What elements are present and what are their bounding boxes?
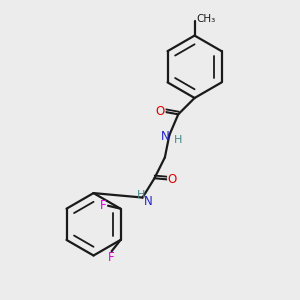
Text: H: H bbox=[173, 135, 182, 145]
Text: O: O bbox=[168, 173, 177, 186]
Text: N: N bbox=[144, 195, 153, 208]
Text: F: F bbox=[108, 251, 115, 264]
Text: CH₃: CH₃ bbox=[196, 14, 215, 24]
Text: F: F bbox=[99, 199, 106, 212]
Text: N: N bbox=[160, 130, 169, 143]
Text: H: H bbox=[137, 190, 145, 200]
Text: O: O bbox=[156, 105, 165, 118]
